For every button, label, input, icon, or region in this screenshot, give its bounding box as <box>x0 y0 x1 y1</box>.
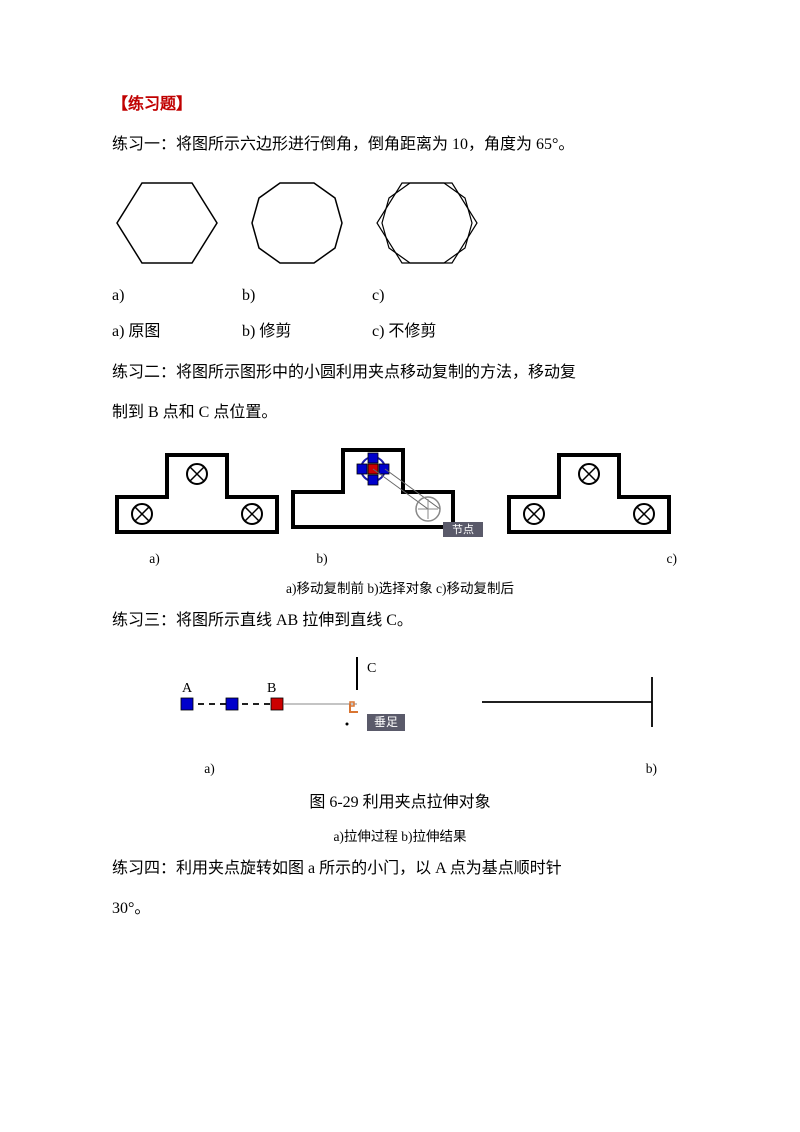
ex3-fig-b <box>472 652 672 752</box>
ex2-label-b: b) <box>197 546 447 572</box>
ex2-fig-b: 节点 <box>288 442 498 542</box>
exercise-3-labels: a) b) <box>112 756 688 782</box>
exercise-1-labels: a) b) c) <box>112 281 688 311</box>
ex1-label-a: a) <box>112 281 242 311</box>
svg-text:节点: 节点 <box>452 523 474 536</box>
svg-text:A: A <box>182 681 193 696</box>
section-title: 【练习题】 <box>112 90 688 120</box>
ex2-fig-a <box>112 447 282 537</box>
exercise-2-text-1: 练习二：将图所示图形中的小圆利用夹点移动复制的方法，移动复 <box>112 358 688 388</box>
ex2-label-a: a) <box>112 546 197 572</box>
ex2-fig-c <box>504 447 674 537</box>
ex3-label-b: b) <box>307 756 657 782</box>
ex3-label-a: a) <box>112 756 307 782</box>
exercise-1-desc: a) 原图 b) 修剪 c) 不修剪 <box>112 317 688 347</box>
ex3-fig-a: C A B 垂足 <box>172 652 432 752</box>
svg-text:C: C <box>367 661 376 676</box>
exercise-2-caption: a)移动复制前 b)选择对象 c)移动复制后 <box>112 576 688 602</box>
hexagon-trimmed <box>242 173 352 273</box>
ex2-label-c: c) <box>447 546 677 572</box>
ex1-desc-a: a) 原图 <box>112 317 242 347</box>
exercise-2-text-2: 制到 B 点和 C 点位置。 <box>112 398 688 428</box>
exercise-1-text: 练习一：将图所示六边形进行倒角，倒角距离为 10，角度为 65°。 <box>112 130 688 160</box>
ex1-label-c: c) <box>372 281 384 311</box>
exercise-3-sub-caption: a)拉伸过程 b)拉伸结果 <box>112 824 688 850</box>
exercise-4-text-2: 30°。 <box>112 894 688 924</box>
exercise-3-figures: C A B 垂足 <box>172 652 688 752</box>
ex1-label-b: b) <box>242 281 372 311</box>
exercise-2-figures: 节点 <box>112 442 688 542</box>
exercise-2-labels: a) b) c) <box>112 546 688 572</box>
svg-text:垂足: 垂足 <box>374 715 398 729</box>
hexagon-original <box>112 173 222 273</box>
ex1-desc-b: b) 修剪 <box>242 317 372 347</box>
hexagon-not-trimmed <box>372 173 482 273</box>
exercise-3-fig-caption: 图 6-29 利用夹点拉伸对象 <box>112 788 688 818</box>
ex1-desc-c: c) 不修剪 <box>372 317 436 347</box>
exercise-3-text: 练习三：将图所示直线 AB 拉伸到直线 C。 <box>112 606 688 636</box>
exercise-4-text-1: 练习四：利用夹点旋转如图 a 所示的小门，以 A 点为基点顺时针 <box>112 854 688 884</box>
exercise-1-figures <box>112 173 688 273</box>
svg-text:B: B <box>267 681 276 696</box>
